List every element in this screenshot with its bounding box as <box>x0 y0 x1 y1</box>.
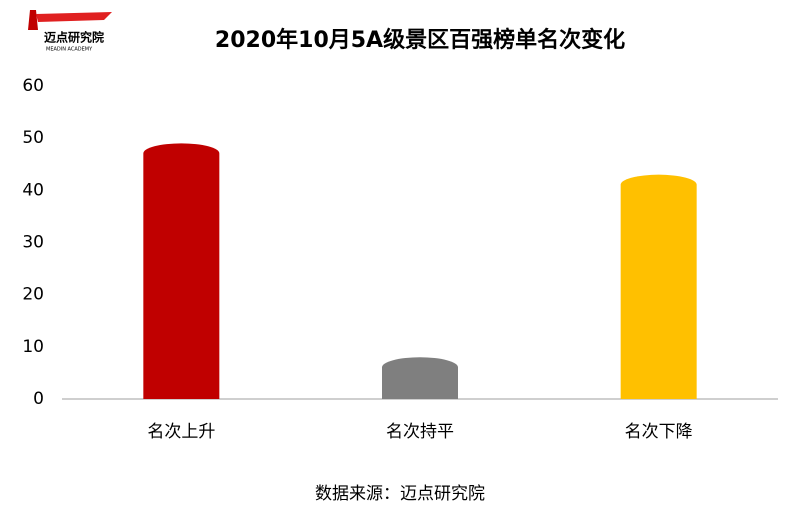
y-tick-label: 30 <box>22 233 44 253</box>
x-tick-label: 名次上升 <box>147 422 215 442</box>
chart-title: 2020年10月5A级景区百强榜单名次变化 <box>215 27 625 53</box>
source-note: 数据来源：迈点研究院 <box>315 484 485 504</box>
x-tick-label: 名次下降 <box>625 422 693 442</box>
logo: 迈点研究院 MEADIN ACADEMY <box>28 10 112 53</box>
bar <box>143 143 220 399</box>
y-tick-label: 40 <box>22 180 44 200</box>
logo-subtitle: MEADIN ACADEMY <box>46 47 93 53</box>
y-tick-label: 20 <box>22 285 44 305</box>
y-tick-label: 0 <box>33 389 44 409</box>
logo-text: 迈点研究院 <box>44 30 104 45</box>
y-tick-label: 50 <box>22 128 44 148</box>
bar <box>620 174 697 399</box>
bar <box>382 357 458 399</box>
y-tick-label: 10 <box>22 337 44 357</box>
x-tick-label: 名次持平 <box>386 422 454 442</box>
logo-flag <box>36 12 112 22</box>
y-tick-label: 60 <box>22 76 44 96</box>
logo-tower <box>28 10 38 30</box>
